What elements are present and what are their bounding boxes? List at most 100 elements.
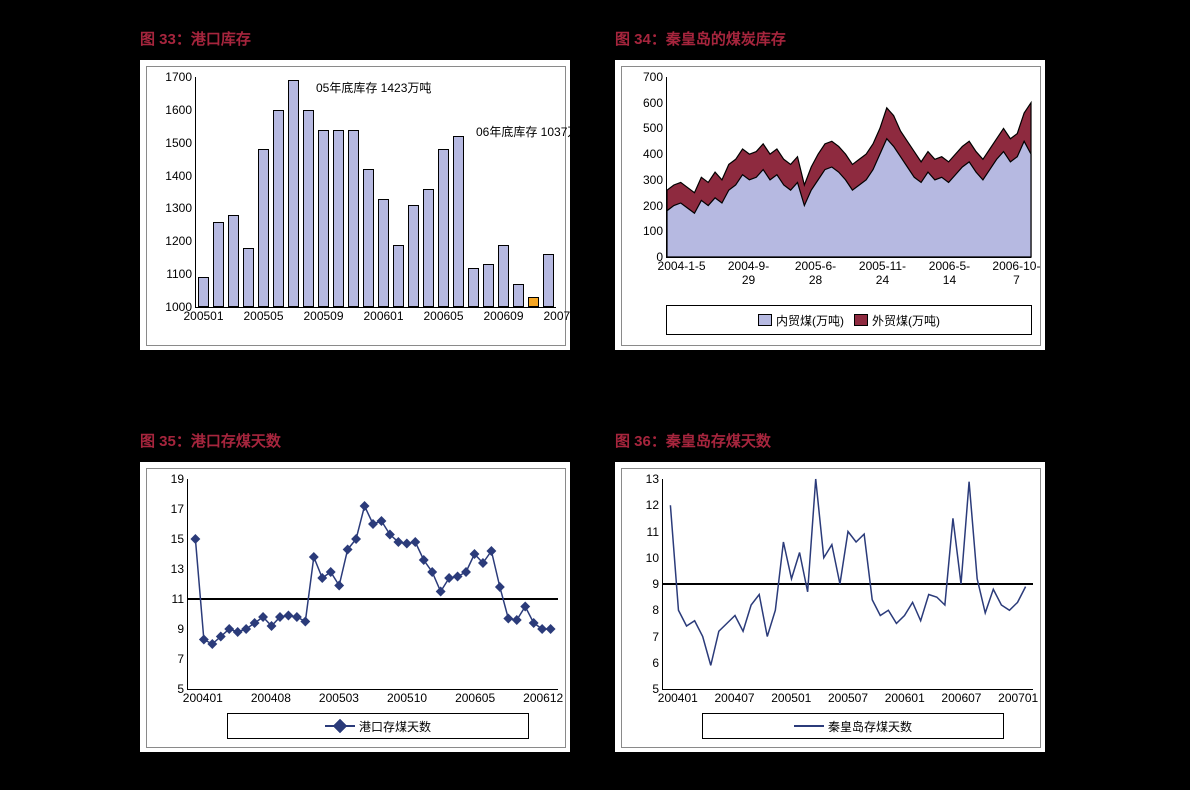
chart36-legend-item: 秦皇岛存煤天数 [794, 718, 912, 735]
bar [393, 245, 404, 307]
bar [288, 80, 299, 307]
ytick-label: 19 [171, 472, 188, 486]
ytick-label: 600 [643, 96, 667, 110]
chart34-title: 图 34：秦皇岛的煤炭库存 [615, 28, 786, 49]
xtick-label: 200503 [319, 689, 359, 705]
bar [438, 149, 449, 307]
bar [213, 222, 224, 307]
ytick-label: 11 [647, 525, 663, 539]
ytick-label: 9 [652, 577, 663, 591]
xtick-label: 200701 [998, 689, 1038, 705]
bar [303, 110, 314, 307]
ytick-label: 13 [646, 472, 663, 486]
xtick-label: 2005-6-28 [795, 257, 836, 288]
bar [258, 149, 269, 307]
ytick-label: 7 [652, 630, 663, 644]
ytick-label: 500 [643, 121, 667, 135]
chart35-legend-label: 港口存煤天数 [359, 718, 431, 735]
chart34-legend-item2: 外贸煤(万吨) [854, 312, 940, 329]
ytick-label: 13 [171, 562, 188, 576]
xtick-label: 200401 [183, 689, 223, 705]
chart36-legend: 秦皇岛存煤天数 [702, 713, 1004, 739]
ytick-label: 9 [177, 622, 188, 636]
ytick-label: 1700 [165, 70, 196, 84]
chart33-annotation2: 06年底库存 1037万吨 [476, 125, 591, 141]
bar [348, 130, 359, 307]
chart34-legend-label1: 内贸煤(万吨) [776, 312, 844, 329]
legend-line-icon [794, 725, 824, 727]
xtick-label: 200607 [941, 689, 981, 705]
ytick-label: 11 [172, 592, 188, 606]
chart34-legend: 内贸煤(万吨) 外贸煤(万吨) [666, 305, 1032, 335]
bar [333, 130, 344, 307]
chart33-box: 05年底库存 1423万吨 06年底库存 1037万吨 100011001200… [146, 66, 566, 346]
xtick-label: 200501 [183, 307, 223, 323]
ytick-label: 100 [643, 224, 667, 238]
xtick-label: 2004-9-29 [728, 257, 769, 288]
ytick-label: 6 [652, 656, 663, 670]
bar [408, 205, 419, 307]
bar [273, 110, 284, 307]
ytick-label: 400 [643, 147, 667, 161]
bar [378, 199, 389, 307]
bar [363, 169, 374, 307]
xtick-label: 200501 [771, 689, 811, 705]
xtick-label: 200612 [523, 689, 563, 705]
xtick-label: 2004-1-5 [658, 257, 706, 273]
chart33-title: 图 33：港口库存 [140, 28, 251, 49]
xtick-label: 200407 [715, 689, 755, 705]
bar [423, 189, 434, 307]
ytick-label: 1300 [165, 201, 196, 215]
xtick-label: 2006-10-7 [992, 257, 1040, 288]
ytick-label: 1600 [165, 103, 196, 117]
xtick-label: 200701 [543, 307, 583, 323]
chart36-plot: 5678910111213200401200407200501200507200… [662, 479, 1033, 690]
bar [543, 254, 554, 307]
chart33-panel: 05年底库存 1423万吨 06年底库存 1037万吨 100011001200… [140, 60, 570, 350]
legend-swatch-outer [854, 314, 868, 326]
ytick-label: 12 [646, 498, 663, 512]
xtick-label: 200605 [423, 307, 463, 323]
xtick-label: 200601 [885, 689, 925, 705]
xtick-label: 200401 [658, 689, 698, 705]
xtick-label: 200509 [303, 307, 343, 323]
chart33-annotation1: 05年底库存 1423万吨 [316, 81, 431, 97]
ytick-label: 8 [652, 603, 663, 617]
ytick-label: 17 [171, 502, 188, 516]
ytick-label: 1100 [166, 267, 196, 281]
chart34-box: 01002003004005006007002004-1-52004-9-292… [621, 66, 1041, 346]
chart34-plot: 01002003004005006007002004-1-52004-9-292… [666, 77, 1031, 258]
bar [498, 245, 509, 307]
bar [513, 284, 524, 307]
bar [198, 277, 209, 307]
chart34-panel: 01002003004005006007002004-1-52004-9-292… [615, 60, 1045, 350]
chart36-panel: 5678910111213200401200407200501200507200… [615, 462, 1045, 752]
xtick-label: 200507 [828, 689, 868, 705]
ytick-label: 300 [643, 173, 667, 187]
chart34-legend-item1: 内贸煤(万吨) [758, 312, 844, 329]
ytick-label: 15 [171, 532, 188, 546]
ytick-label: 10 [646, 551, 663, 565]
bar [528, 297, 539, 307]
xtick-label: 200408 [251, 689, 291, 705]
ytick-label: 1200 [165, 234, 196, 248]
xtick-label: 200609 [483, 307, 523, 323]
bar [468, 268, 479, 307]
bar [243, 248, 254, 307]
chart36-legend-label: 秦皇岛存煤天数 [828, 718, 912, 735]
chart34-legend-label2: 外贸煤(万吨) [872, 312, 940, 329]
chart35-legend-item: 港口存煤天数 [325, 718, 431, 735]
xtick-label: 200510 [387, 689, 427, 705]
ytick-label: 200 [643, 199, 667, 213]
chart35-legend: 港口存煤天数 [227, 713, 529, 739]
xtick-label: 200505 [243, 307, 283, 323]
xtick-label: 200601 [363, 307, 403, 323]
chart35-panel: 5791113151719200401200408200503200510200… [140, 462, 570, 752]
ytick-label: 1400 [165, 169, 196, 183]
ytick-label: 700 [643, 70, 667, 84]
bar [483, 264, 494, 307]
legend-line-icon [325, 725, 355, 727]
bar [318, 130, 329, 307]
xtick-label: 2006-5-14 [929, 257, 970, 288]
ytick-label: 1500 [165, 136, 196, 150]
